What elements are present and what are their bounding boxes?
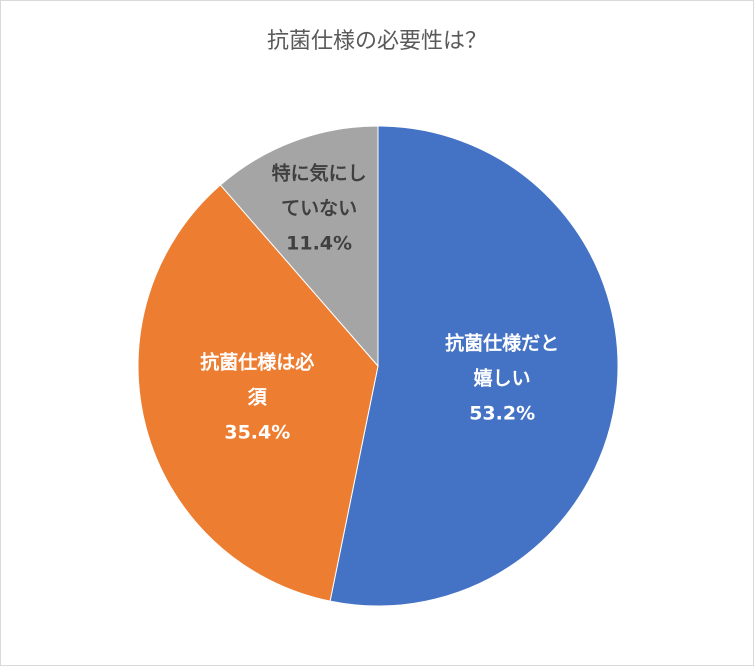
slice-label: 抗菌仕様だと嬉しい 53.2%: [442, 326, 562, 431]
pie-slice: [329, 125, 619, 607]
category-label: 特に気にしていない: [271, 162, 367, 220]
pie-slice: [137, 184, 379, 602]
slice-label: 抗菌仕様は必須 35.4%: [197, 345, 317, 450]
value-label: 35.4%: [224, 421, 291, 444]
value-label: 53.2%: [469, 402, 536, 425]
pie-slice: [219, 125, 379, 368]
value-label: 11.4%: [286, 232, 353, 255]
category-label: 抗菌仕様だと嬉しい: [445, 332, 560, 390]
category-label: 抗菌仕様は必須: [200, 351, 315, 409]
slice-label: 特に気にしていない 11.4%: [264, 156, 374, 261]
chart-title: 抗菌仕様の必要性は？: [266, 29, 487, 54]
